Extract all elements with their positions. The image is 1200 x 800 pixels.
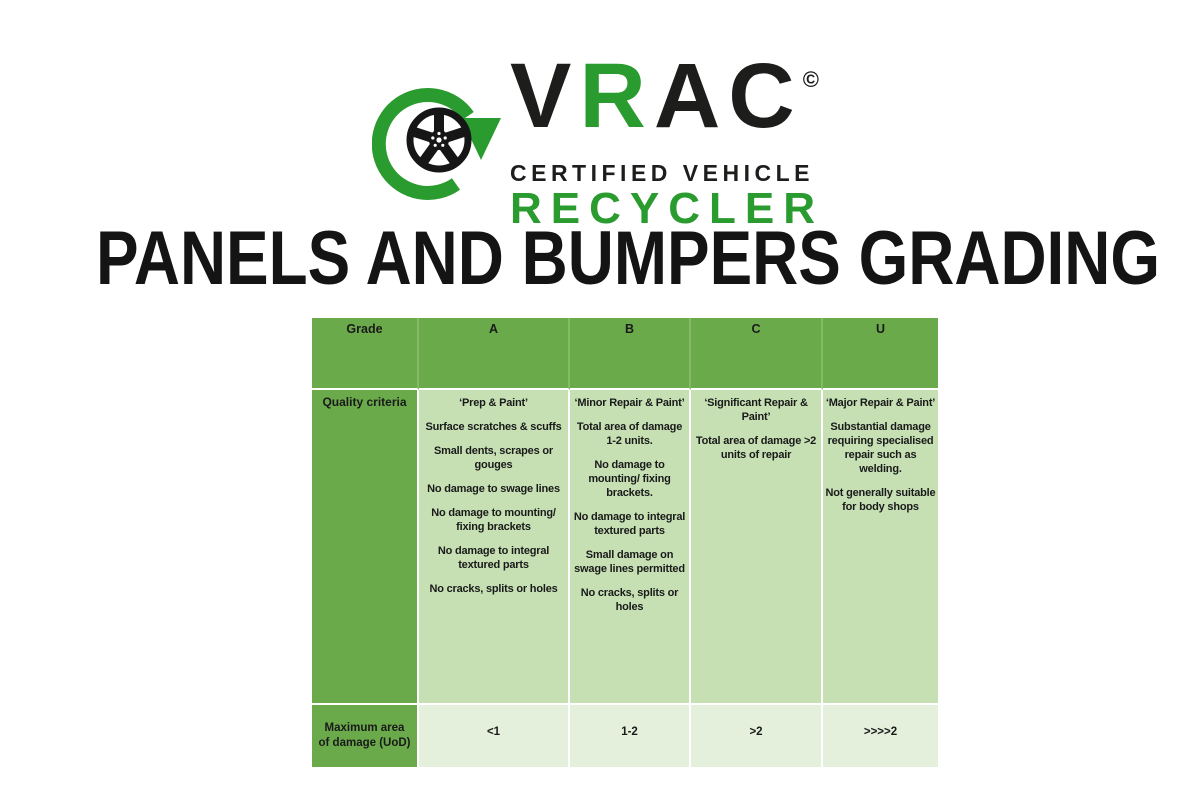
alloy-wheel-icon — [406, 107, 472, 173]
max-damage-c: >2 — [691, 705, 823, 767]
criteria-cell-c: ‘Significant Repair & Paint’ Total area … — [691, 390, 823, 705]
criteria-item: No damage to mounting/ fixing brackets — [431, 507, 556, 533]
criteria-cell-b: ‘Minor Repair & Paint’ Total area of dam… — [570, 390, 691, 705]
criteria-item: Small damage on swage lines permitted — [574, 549, 685, 575]
criteria-title: ‘Major Repair & Paint’ — [825, 397, 936, 409]
page-title: PANELS AND BUMPERS GRADING — [96, 216, 1161, 301]
criteria-item: No damage to integral textured parts — [573, 511, 686, 537]
criteria-item: No cracks, splits or holes — [580, 587, 679, 613]
copyright-mark: © — [802, 67, 819, 92]
criteria-item: Surface scratches & scuffs — [425, 421, 562, 433]
criteria-item: Substantial damage requiring specialised… — [827, 421, 934, 475]
header-grade-a: A — [419, 318, 570, 390]
criteria-cell-u: ‘Major Repair & Paint’ Substantial damag… — [823, 390, 938, 705]
max-damage-label: Maximum area of damage (UoD) — [312, 705, 419, 767]
header-grade-b: B — [570, 318, 691, 390]
criteria-item: Total area of damage >2 units of repair — [695, 435, 817, 461]
criteria-item: Not generally suitable for body shops — [825, 487, 936, 513]
criteria-item: Total area of damage 1-2 units. — [576, 421, 683, 447]
brand-letter-r: R — [579, 45, 654, 147]
grading-table: Grade A B C U Quality criteria ‘Prep & P… — [312, 318, 938, 767]
logo-subtitle-recycler: RECYCLER — [510, 184, 825, 233]
brand-letter-a: A — [653, 45, 729, 147]
criteria-item: No damage to integral textured parts — [437, 545, 550, 571]
vrac-logo: VRAC© CERTIFIED VEHICLE RECYCLER — [372, 50, 825, 233]
criteria-item: No damage to swage lines — [427, 483, 560, 495]
brand-letter-c: C — [728, 45, 803, 147]
header-grade-c: C — [691, 318, 823, 390]
criteria-item: No damage to mounting/ fixing brackets. — [588, 459, 671, 499]
criteria-cell-a: ‘Prep & Paint’ Surface scratches & scuff… — [419, 390, 570, 705]
criteria-title: ‘Significant Repair & Paint’ — [704, 397, 808, 423]
logo-text: VRAC© CERTIFIED VEHICLE RECYCLER — [510, 50, 825, 233]
max-damage-a: <1 — [419, 705, 570, 767]
recycling-wheel-icon — [372, 87, 501, 200]
logo-brand: VRAC© — [510, 50, 824, 156]
header-grade-u: U — [823, 318, 938, 390]
header-grade: Grade — [312, 318, 419, 390]
max-damage-b: 1-2 — [570, 705, 691, 767]
logo-subtitle-certified: CERTIFIED VEHICLE — [510, 160, 814, 186]
criteria-item: No cracks, splits or holes — [429, 583, 558, 595]
max-damage-u: >>>>2 — [823, 705, 938, 767]
criteria-title: ‘Minor Repair & Paint’ — [574, 397, 685, 409]
quality-criteria-label: Quality criteria — [312, 390, 419, 705]
criteria-item: Small dents, scrapes or gouges — [434, 445, 553, 471]
criteria-title: ‘Prep & Paint’ — [459, 397, 528, 409]
brand-letter-v: V — [510, 45, 580, 147]
